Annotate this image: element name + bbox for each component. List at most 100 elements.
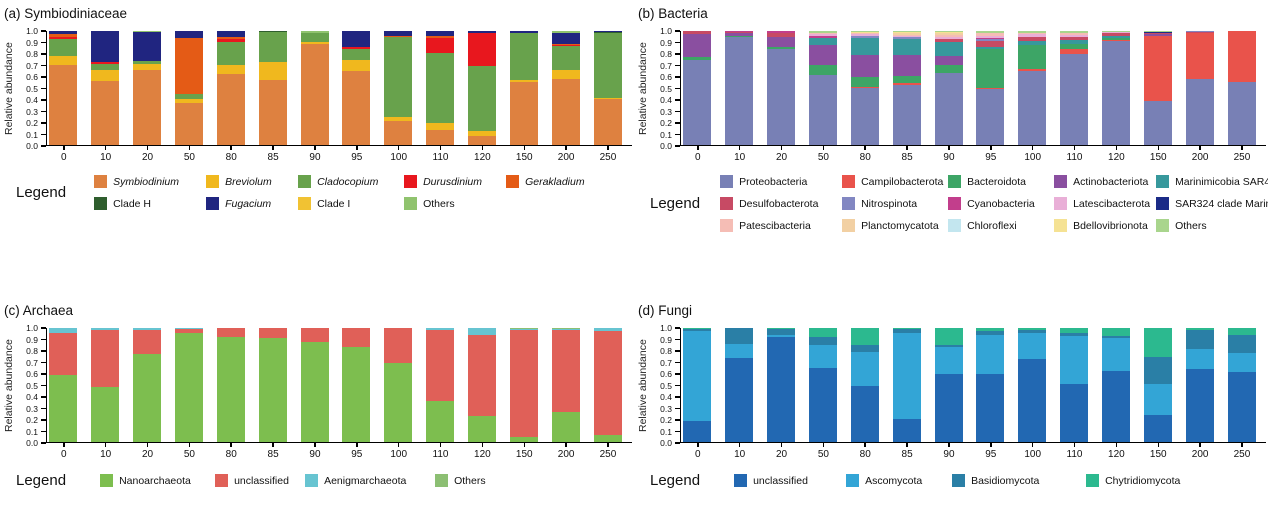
x-tick-label: 85 [901, 449, 913, 460]
y-tick: 0.5 [660, 84, 680, 94]
bar-segment [1018, 44, 1047, 69]
bar-segment [426, 37, 455, 53]
legend-swatch [404, 197, 418, 210]
x-tick: 10 [726, 146, 754, 163]
x-tick-mark [1073, 146, 1076, 150]
x-tick: 95 [977, 146, 1005, 163]
y-tick: 0.1 [26, 130, 46, 140]
x-tick: 100 [1019, 146, 1047, 163]
y-tick-mark [41, 64, 46, 67]
x-tick-mark [607, 443, 609, 447]
x-tick: 150 [1144, 443, 1172, 460]
bar-segment [892, 83, 921, 85]
x-tick-label: 250 [1233, 152, 1251, 163]
x-tick-label: 150 [1149, 449, 1167, 460]
bar-segment [49, 31, 77, 35]
stacked-bar [1144, 31, 1173, 145]
x-tick-mark [1031, 146, 1034, 150]
y-tick-label: 0.8 [26, 49, 38, 59]
bar-segment [49, 332, 77, 375]
panel-title: (d) Fungi [638, 303, 693, 318]
bar-segment [892, 34, 921, 36]
x-tick-label: 10 [100, 449, 112, 460]
bar-segment [216, 36, 245, 40]
bar-segment [766, 46, 795, 50]
x-tick-mark [63, 146, 65, 150]
y-tick-mark [41, 110, 46, 113]
x-tick-mark [1157, 146, 1159, 150]
legend-item: SAR324 clade Marine group B [1156, 197, 1268, 210]
y-tick-mark [41, 407, 46, 410]
bar-segment [1144, 35, 1173, 101]
y-tick-label: 0.8 [660, 49, 672, 59]
bar-segment [1018, 358, 1047, 442]
legend-title: Legend [16, 184, 67, 201]
x-tick-mark [439, 443, 442, 447]
bar-segment [593, 98, 622, 100]
y-tick-mark [675, 430, 680, 433]
y-tick-label: 0.6 [26, 369, 38, 379]
bar-segment [976, 328, 1005, 332]
y-tick-mark [675, 361, 680, 364]
y-tick-label: 1.0 [26, 323, 38, 333]
x-tick-mark [481, 443, 484, 447]
bar-segment [132, 354, 161, 442]
legend-label: Others [1175, 219, 1207, 232]
bar-segment [724, 31, 753, 33]
bar-segment [1102, 371, 1131, 442]
stacked-bar [258, 328, 287, 442]
legend-item: Clade H [94, 197, 206, 210]
bar-segment [468, 328, 497, 335]
x-tick-mark [697, 443, 699, 447]
bar-segment [850, 31, 879, 33]
bar-segment [976, 334, 1005, 374]
x-tick-mark [607, 146, 609, 150]
bar-segment [1144, 34, 1173, 36]
stacked-bar [683, 328, 711, 442]
bar-segment [1144, 100, 1173, 145]
y-tick-mark [41, 30, 46, 32]
x-tick-label: 50 [817, 152, 829, 163]
stacked-bar [724, 31, 753, 145]
legend-swatch [298, 197, 312, 210]
stacked-bar [850, 31, 879, 145]
legend-label: SAR324 clade Marine group B [1175, 197, 1268, 210]
y-tick-mark [41, 396, 46, 398]
bar-segment [683, 328, 711, 330]
bar-segment [132, 328, 161, 331]
legend-item: Latescibacterota [1054, 197, 1156, 210]
panel-title: (a) Symbiodiniaceae [4, 6, 128, 21]
bar-segment [426, 130, 455, 145]
y-axis: 1.0 0.9 0.8 0.7 0.6 0.5 0.4 0.3 0.2 0.1 0.0 [16, 26, 46, 151]
stacked-bar [808, 328, 837, 442]
x-tick-label: 110 [1066, 449, 1083, 460]
bar-segment [892, 33, 921, 35]
bar-segment [552, 69, 581, 79]
x-tick: 90 [301, 443, 329, 460]
x-tick-mark [314, 146, 316, 150]
bar-segment [426, 31, 455, 36]
y-tick-label: 0.2 [26, 415, 38, 425]
y-tick-mark [41, 87, 46, 90]
x-tick: 250 [594, 146, 622, 163]
stacked-bar [300, 328, 329, 442]
y-tick: 0.9 [26, 38, 46, 48]
x-tick-label: 85 [901, 152, 913, 163]
x-tick-mark [697, 146, 699, 150]
y-axis-label: Relative abundance [637, 42, 649, 135]
y-tick-label: 0.9 [660, 334, 672, 345]
stacked-bar [976, 31, 1005, 145]
bar-segment [1018, 70, 1047, 145]
y-tick: 0.7 [26, 358, 46, 368]
legend-title: Legend [650, 195, 701, 212]
stacked-bar [1186, 328, 1215, 442]
y-tick: 0.8 [26, 346, 46, 356]
bar-segment [468, 415, 497, 442]
legend-label: Campilobacterota [861, 175, 944, 188]
stacked-bar [808, 31, 837, 145]
x-tick: 90 [935, 443, 963, 460]
x-tick-mark [738, 146, 741, 150]
x-tick-mark [780, 146, 783, 150]
legend-item: Campilobacterota [842, 175, 948, 188]
bar-segment [1102, 32, 1131, 34]
